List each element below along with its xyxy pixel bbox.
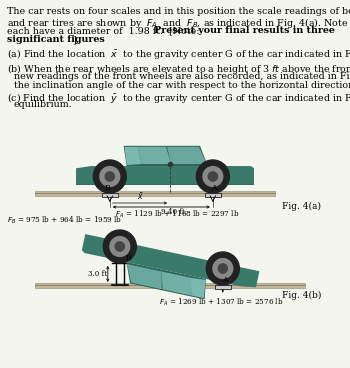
Text: B: B xyxy=(126,254,132,262)
Circle shape xyxy=(213,259,233,279)
Text: $\bar{x}$: $\bar{x}$ xyxy=(136,192,143,202)
Text: new readings of the front wheels are also recorded, as indicated in Fig. 4(b). F: new readings of the front wheels are als… xyxy=(14,72,350,81)
Polygon shape xyxy=(76,166,254,185)
Text: (c) Find the location  $\bar{y}$  to the gravity center G of the car indicated i: (c) Find the location $\bar{y}$ to the g… xyxy=(7,91,350,105)
Circle shape xyxy=(110,237,130,256)
Text: $F_A$ = 1129 lb + 1168 lb = 2297 lb: $F_A$ = 1129 lb + 1168 lb = 2297 lb xyxy=(115,209,239,220)
Circle shape xyxy=(196,160,229,193)
Text: equilibrium.: equilibrium. xyxy=(14,100,73,109)
Bar xyxy=(205,193,221,197)
Polygon shape xyxy=(76,181,254,185)
Circle shape xyxy=(93,160,126,193)
Polygon shape xyxy=(161,272,191,296)
Circle shape xyxy=(203,167,223,187)
Polygon shape xyxy=(167,147,207,164)
Bar xyxy=(35,283,305,288)
Text: and rear tires are shown by  $F_A$  and  $F_B$, as indicated in Fig. 4(a). Note : and rear tires are shown by $F_A$ and $F… xyxy=(7,17,350,31)
Text: A: A xyxy=(211,184,217,192)
Bar xyxy=(102,193,118,197)
Circle shape xyxy=(208,172,217,181)
Bar xyxy=(35,191,275,196)
Text: Fig. 4(a): Fig. 4(a) xyxy=(282,202,321,211)
Circle shape xyxy=(100,167,120,187)
Polygon shape xyxy=(127,264,162,289)
Bar xyxy=(215,285,231,289)
Text: Fig. 4(b): Fig. 4(b) xyxy=(282,291,321,300)
Polygon shape xyxy=(82,234,259,287)
Text: Present your final results in three: Present your final results in three xyxy=(154,26,335,35)
Circle shape xyxy=(103,230,136,263)
Text: the inclination angle of the car with respect to the horizontal direction.: the inclination angle of the car with re… xyxy=(14,81,350,90)
Polygon shape xyxy=(138,147,171,164)
Text: 9.40 ft: 9.40 ft xyxy=(161,208,185,216)
Text: B: B xyxy=(105,184,111,192)
Text: significant figures: significant figures xyxy=(7,35,105,45)
Text: $F_A$ = 1269 lb + 1307 lb = 2576 lb: $F_A$ = 1269 lb + 1307 lb = 2576 lb xyxy=(159,297,283,308)
Text: The car rests on four scales and in this position the scale readings of both the: The car rests on four scales and in this… xyxy=(7,7,350,16)
Polygon shape xyxy=(125,147,142,165)
Circle shape xyxy=(105,172,114,181)
Text: ].: ]. xyxy=(72,35,79,45)
Text: (b) When the rear wheels are elevated to a height of 3 $ft$ above the front scal: (b) When the rear wheels are elevated to… xyxy=(7,62,350,76)
Polygon shape xyxy=(126,262,206,300)
Text: 3.0 ft: 3.0 ft xyxy=(88,270,107,278)
Circle shape xyxy=(115,242,124,251)
Circle shape xyxy=(206,252,239,285)
Polygon shape xyxy=(191,278,206,298)
Text: (a) Find the location  $\bar{x}$  to the gravity center G of the car indicated i: (a) Find the location $\bar{x}$ to the g… xyxy=(7,47,350,61)
Circle shape xyxy=(218,264,228,273)
Text: each have a diameter of  1.98 ft.  [Note:: each have a diameter of 1.98 ft. [Note: xyxy=(7,26,203,35)
Text: $F_B$ = 975 lb + 964 lb = 1959 lb: $F_B$ = 975 lb + 964 lb = 1959 lb xyxy=(7,215,122,226)
Polygon shape xyxy=(124,146,208,166)
Text: A: A xyxy=(222,276,228,284)
